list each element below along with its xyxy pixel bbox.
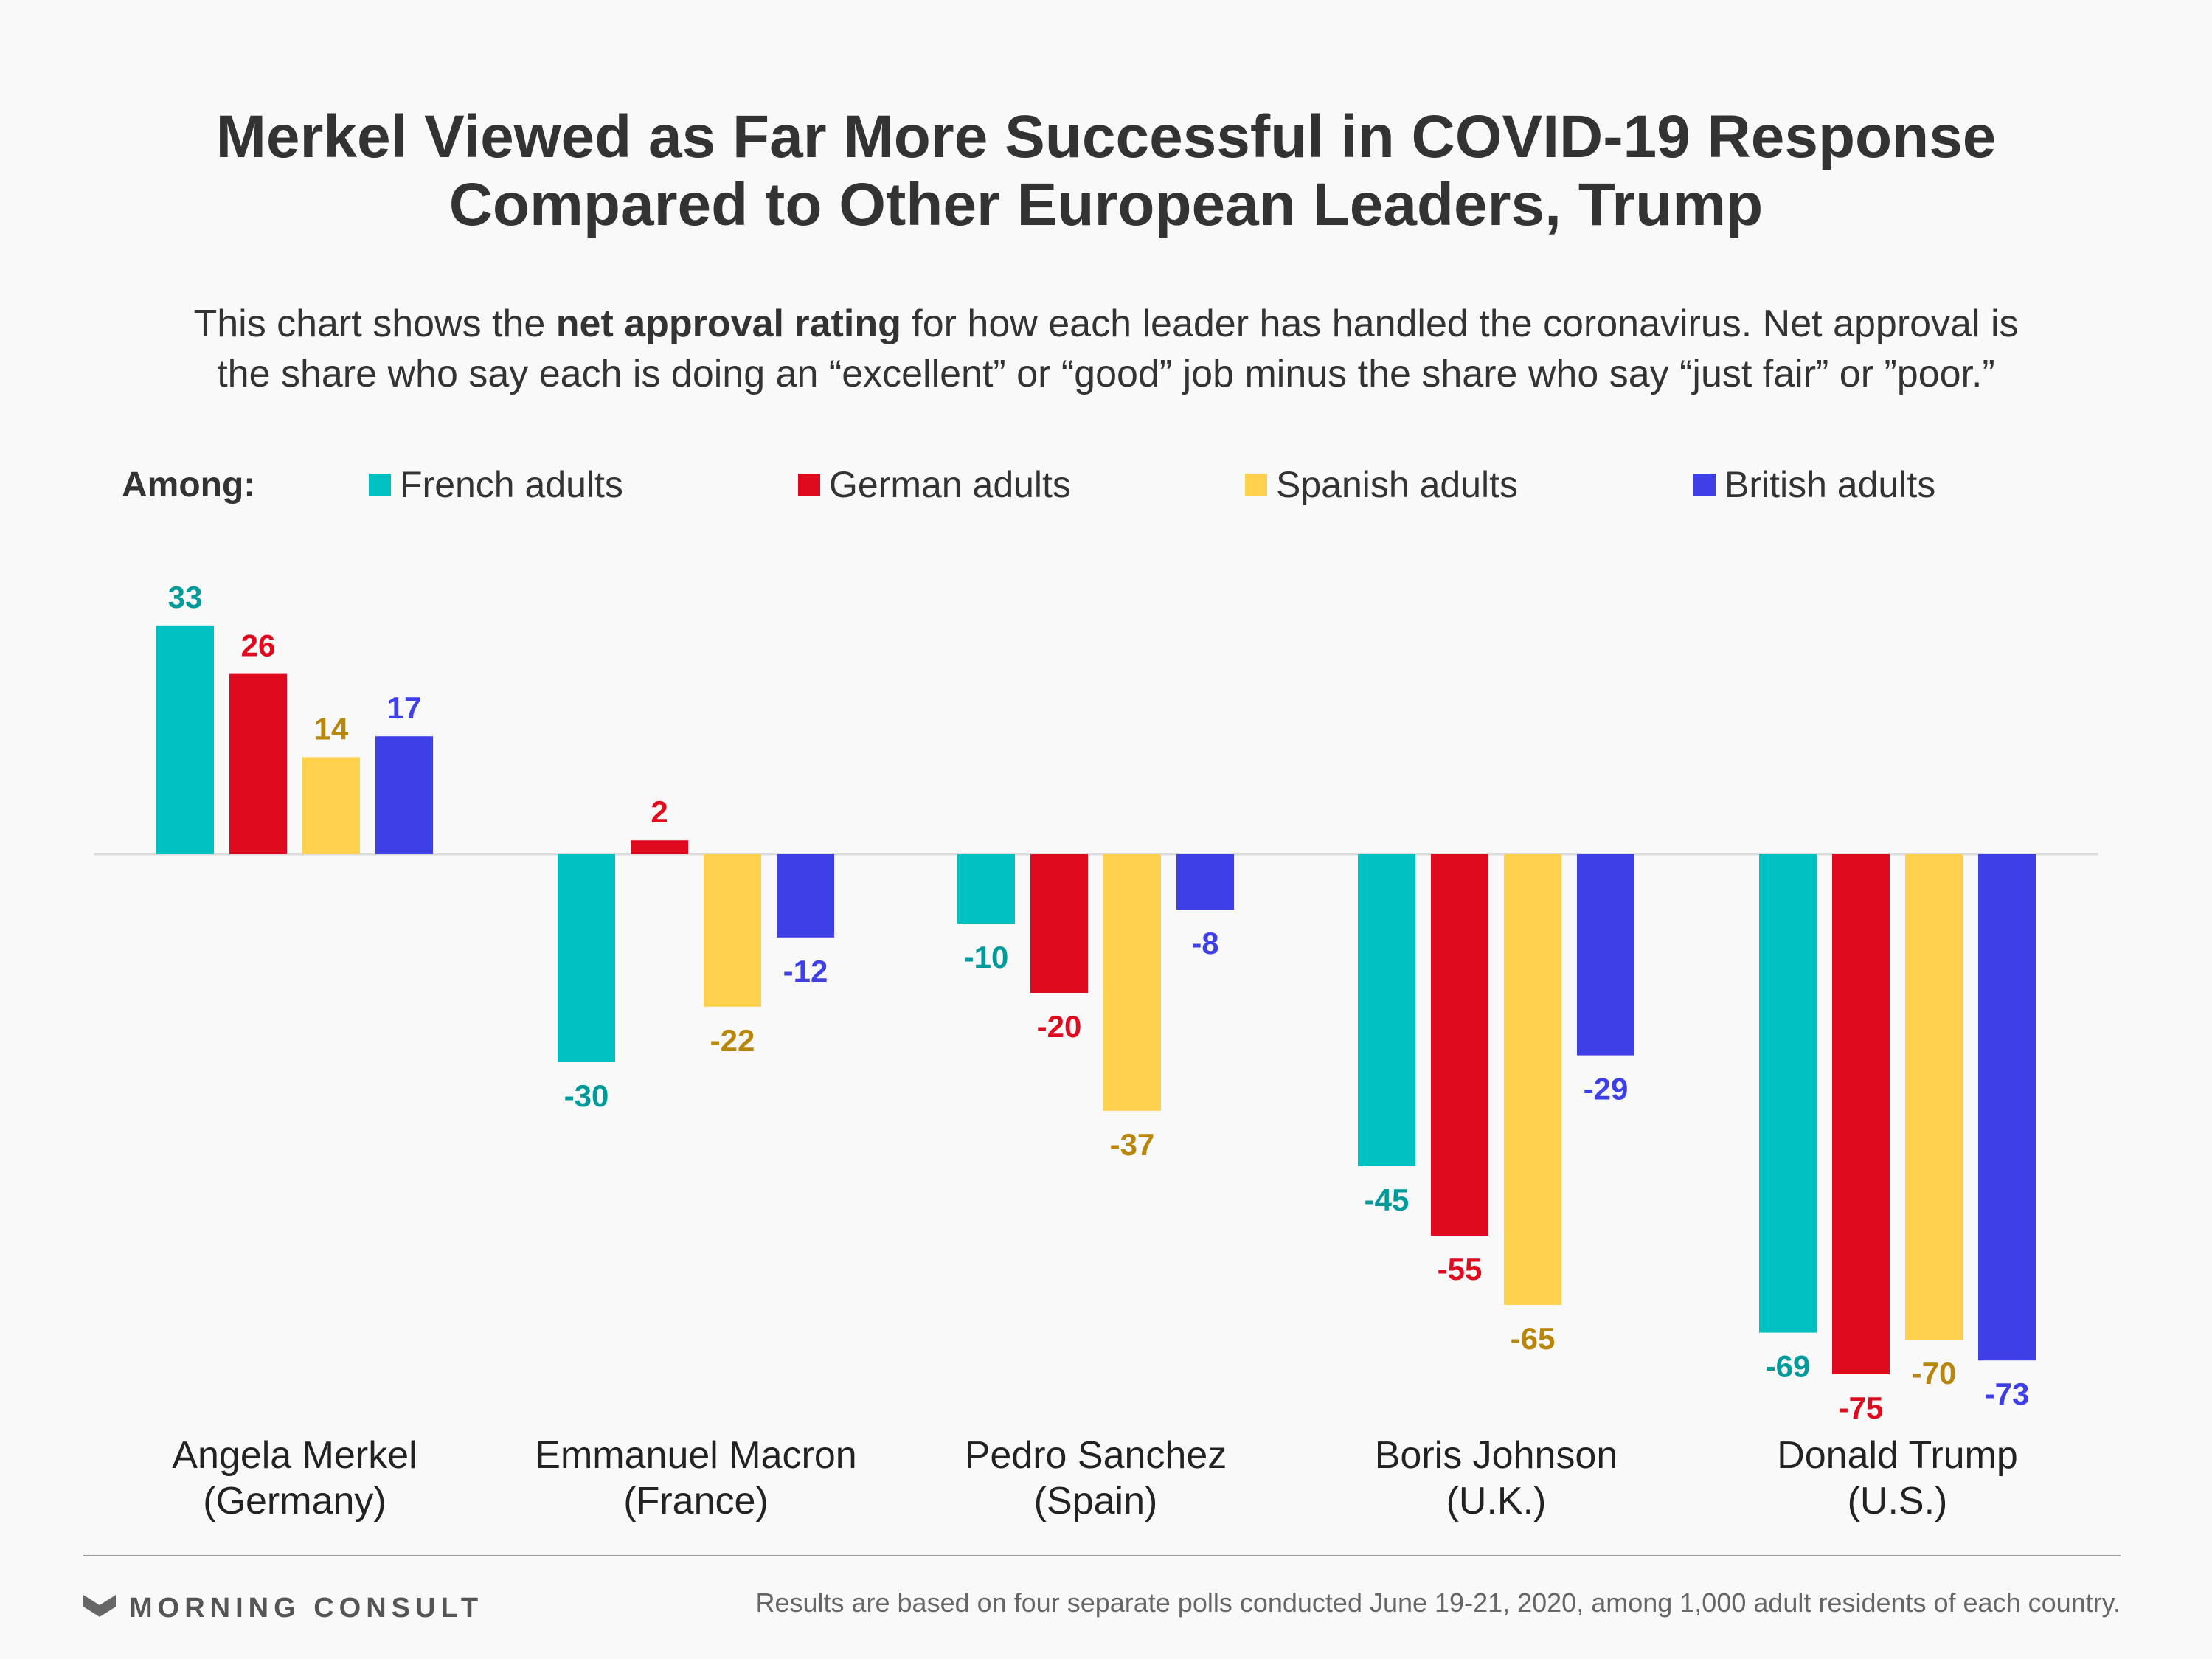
footer-divider — [83, 1555, 2121, 1556]
legend-text-british: British adults — [1724, 464, 1936, 505]
subtitle-line-2: the share who say each is doing an “exce… — [217, 353, 1995, 395]
legend-swatch-french — [369, 474, 391, 496]
category-label-3-2: (Spain) — [1034, 1480, 1158, 1523]
data-label-2-2: 2 — [651, 794, 668, 829]
data-label-3-3: -37 — [1110, 1127, 1155, 1162]
data-label-3-4: -65 — [1511, 1321, 1556, 1356]
brand-chevron-icon — [83, 1595, 116, 1617]
footer-note: Results are based on four separate polls… — [755, 1587, 2121, 1618]
category-label-2-1: Emmanuel Macron — [535, 1434, 856, 1477]
legend-text-spanish: Spanish adults — [1276, 464, 1519, 505]
legend-swatch-spanish — [1245, 474, 1267, 496]
bar-1-5 — [1759, 854, 1817, 1333]
legend-item-spanish: Spanish adults — [1245, 459, 1518, 510]
bar-3-3 — [1103, 854, 1161, 1111]
data-label-4-4: -29 — [1584, 1072, 1629, 1106]
chart-title-line-2: Compared to Other European Leaders, Trum… — [448, 171, 1764, 238]
chart-subtitle: This chart shows the net approval rating… — [0, 299, 2212, 399]
category-label-1-1: Angela Merkel — [172, 1434, 417, 1477]
data-label-1-3: -10 — [964, 940, 1009, 974]
chart-title: Merkel Viewed as Far More Successful in … — [0, 103, 2212, 239]
subtitle-line-1-pre: This chart shows the — [193, 302, 556, 345]
subtitle-line-1-post: for how each leader has handled the coro… — [901, 302, 2019, 345]
brand-logo: MORNING CONSULT — [83, 1586, 483, 1630]
bar-2-4 — [1431, 854, 1488, 1236]
legend-item-german: German adults — [798, 459, 1071, 510]
legend-text-german: German adults — [829, 464, 1071, 505]
bar-2-1 — [229, 673, 287, 854]
data-label-4-3: -8 — [1191, 926, 1218, 960]
category-label-4-1: Boris Johnson — [1375, 1434, 1618, 1477]
category-label-1-2: (Germany) — [203, 1480, 386, 1523]
category-label-3-1: Pedro Sanchez — [965, 1434, 1227, 1477]
brand-name: MORNING CONSULT — [129, 1592, 484, 1624]
legend-text-french: French adults — [400, 464, 623, 505]
bar-2-2 — [631, 840, 688, 854]
legend-swatch-german — [798, 474, 820, 496]
bar-1-1 — [156, 625, 214, 854]
bar-1-4 — [1358, 854, 1415, 1166]
data-label-3-5: -70 — [1912, 1356, 1957, 1390]
category-label-2-2: (France) — [623, 1480, 768, 1523]
bar-4-3 — [1176, 854, 1234, 910]
legend-item-french: French adults — [369, 459, 623, 510]
legend-item-british: British adults — [1693, 459, 1935, 510]
category-label-5-2: (U.S.) — [1848, 1480, 1948, 1523]
bar-2-3 — [1030, 854, 1088, 993]
data-label-2-4: -55 — [1438, 1252, 1483, 1286]
data-label-2-1: 26 — [241, 628, 276, 663]
data-label-3-1: 14 — [314, 711, 349, 746]
bar-4-2 — [777, 854, 834, 938]
data-label-1-4: -45 — [1365, 1182, 1410, 1217]
bar-3-5 — [1905, 854, 1963, 1340]
bar-1-2 — [558, 854, 615, 1062]
bar-3-2 — [704, 854, 761, 1007]
data-label-1-2: -30 — [564, 1078, 609, 1113]
bar-4-5 — [1978, 854, 2036, 1361]
bar-4-1 — [375, 736, 433, 854]
data-label-1-1: 33 — [168, 580, 203, 614]
subtitle-line-1-bold: net approval rating — [555, 302, 901, 345]
data-label-4-1: 17 — [387, 690, 422, 725]
category-label-4-2: (U.K.) — [1446, 1480, 1547, 1523]
data-label-2-3: -20 — [1037, 1009, 1082, 1044]
bar-1-3 — [957, 854, 1015, 924]
data-label-4-5: -73 — [1985, 1376, 2030, 1411]
bar-2-5 — [1832, 854, 1890, 1374]
legend-label: Among: — [122, 465, 256, 505]
category-label-5-1: Donald Trump — [1777, 1434, 2018, 1477]
bar-4-4 — [1577, 854, 1634, 1056]
data-label-3-2: -22 — [710, 1023, 755, 1058]
chart-title-line-1: Merkel Viewed as Far More Successful in … — [215, 103, 1997, 170]
data-label-1-5: -69 — [1766, 1349, 1811, 1384]
legend-swatch-british — [1693, 474, 1716, 496]
data-label-2-5: -75 — [1839, 1390, 1884, 1425]
bar-3-1 — [302, 757, 360, 854]
subtitle-line-1: This chart shows the net approval rating… — [0, 299, 2212, 349]
chart-legend: Among: French adults German adults Spani… — [0, 459, 2212, 510]
bar-3-4 — [1504, 854, 1561, 1305]
data-label-4-2: -12 — [783, 954, 828, 988]
